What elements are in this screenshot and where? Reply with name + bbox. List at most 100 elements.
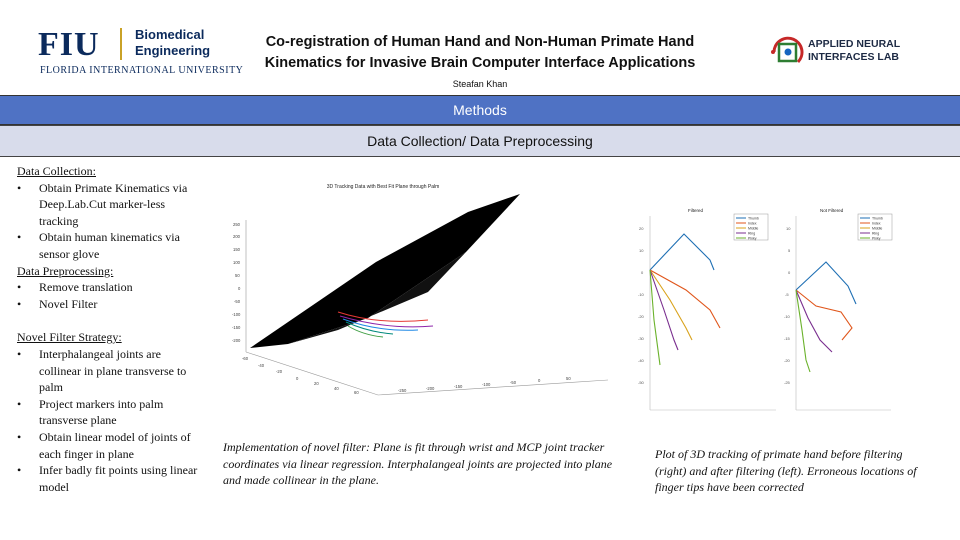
svg-text:-150: -150	[232, 325, 241, 330]
svg-text:Thumb: Thumb	[872, 217, 883, 221]
filtered-thumb	[649, 233, 715, 271]
title-line-1: Co-registration of Human Hand and Non-Hu…	[265, 34, 695, 50]
unfiltered-index	[795, 289, 853, 341]
unfiltered-pinky	[795, 289, 811, 373]
data-collection-section-bar: Data Collection/ Data Preprocessing	[0, 125, 960, 157]
filtered-y-ticks: 20 10 0 -10 -20 -30 -40 -50	[638, 226, 645, 385]
list-item: • Infer badly fit points using linear mod…	[17, 463, 198, 494]
filtered-finger-lines	[649, 233, 721, 366]
x-axis	[245, 351, 379, 396]
filtered-pinky	[649, 269, 661, 366]
svg-text:0: 0	[788, 270, 791, 275]
svg-text:Middle: Middle	[748, 227, 758, 231]
svg-text:Index: Index	[872, 222, 881, 226]
figure1-caption: Implementation of novel filter: Plane is…	[223, 440, 613, 487]
svg-text:Index: Index	[748, 222, 757, 226]
poster-title: Co-registration of Human Hand and Non-Hu…	[230, 32, 730, 74]
svg-text:-20: -20	[276, 369, 283, 374]
svg-text:250: 250	[233, 222, 241, 227]
lab-name-line1: APPLIED NEURAL	[808, 38, 901, 50]
lab-logo: APPLIED NEURAL INTERFACES LAB	[768, 32, 938, 72]
filtered-middle	[649, 269, 693, 341]
filtered-ring	[649, 269, 679, 351]
svg-text:-150: -150	[454, 384, 463, 389]
svg-text:60: 60	[354, 390, 359, 395]
svg-text:200: 200	[233, 234, 241, 239]
author-name: Steafan Khan	[452, 79, 508, 89]
svg-text:-5: -5	[785, 292, 789, 297]
trace-purple	[339, 315, 434, 328]
svg-text:Thumb: Thumb	[748, 217, 759, 221]
fiu-dept-line1: Biomedical	[135, 27, 205, 42]
trace-blue	[342, 318, 419, 331]
svg-text:-40: -40	[638, 358, 645, 363]
svg-text:0: 0	[296, 376, 299, 381]
list-item: • Project markers into palm transverse pl…	[17, 396, 164, 428]
title-line-2: Kinematics for Invasive Brain Computer I…	[264, 55, 696, 71]
filtered-legend-items: Thumb Index Middle Ring Pinky	[736, 217, 759, 241]
list-item: • Remove translation	[17, 280, 133, 295]
svg-text:-100: -100	[482, 382, 491, 387]
not-filtered-legend-items: Thumb Index Middle Ring Pinky	[860, 217, 883, 241]
not-filtered-finger-lines	[795, 261, 857, 373]
svg-text:100: 100	[233, 260, 241, 265]
fiu-letters: FIU	[38, 26, 100, 63]
svg-text:0: 0	[238, 286, 241, 291]
fiu-logo: FIU Biomedical Engineering FLORIDA INTER…	[38, 24, 243, 80]
svg-text:50: 50	[566, 376, 571, 381]
fiu-university-name: FLORIDA INTERNATIONAL UNIVERSITY	[40, 65, 244, 76]
lab-logo-icon	[771, 36, 804, 64]
methods-section-bar: Methods	[0, 95, 960, 125]
svg-text:40: 40	[334, 386, 339, 391]
svg-text:5: 5	[788, 248, 791, 253]
figure-3d-plane-plot: 3D Tracking Data with Best Fit Plane thr…	[232, 184, 609, 396]
svg-text:Middle: Middle	[872, 227, 882, 231]
figure1-title: 3D Tracking Data with Best Fit Plane thr…	[327, 184, 440, 190]
filtered-title: Filtered	[688, 208, 704, 213]
svg-text:-25: -25	[784, 380, 791, 385]
svg-text:0: 0	[538, 378, 541, 383]
svg-text:150: 150	[233, 247, 241, 252]
svg-text:20: 20	[314, 381, 319, 386]
svg-text:0: 0	[641, 270, 644, 275]
svg-text:-40: -40	[258, 363, 265, 368]
svg-text:10: 10	[786, 226, 791, 231]
svg-text:-250: -250	[398, 388, 407, 393]
svg-text:-200: -200	[426, 386, 435, 391]
filtered-index	[649, 269, 721, 329]
trace-teal	[345, 321, 394, 335]
fiu-dept-line2: Engineering	[135, 43, 211, 58]
svg-text:-10: -10	[638, 292, 645, 297]
svg-text:Pinky: Pinky	[748, 237, 757, 241]
not-filtered-y-ticks: 10 5 0 -5 -10 -15 -20 -25	[784, 226, 791, 385]
svg-text:-200: -200	[232, 338, 241, 343]
preprocessing-heading: Data Preprocessing:	[17, 263, 114, 278]
strategy-heading: Novel Filter Strategy:	[17, 330, 122, 345]
not-filtered-title: Not Filtered	[820, 208, 844, 213]
svg-text:Ring: Ring	[748, 232, 755, 236]
best-fit-plane	[250, 194, 520, 348]
lab-name-line2: INTERFACES LAB	[808, 51, 900, 63]
fiu-department: Biomedical Engineering	[135, 27, 210, 59]
filtered-panel: Filtered 20 10 0 -10 -20 -30 -40 -50 Thumb Ind…	[638, 208, 776, 411]
svg-text:-50: -50	[510, 380, 517, 385]
svg-text:-50: -50	[638, 380, 645, 385]
list-item: • Obtain linear model of joints of each f…	[17, 429, 191, 461]
svg-text:-15: -15	[784, 336, 791, 341]
list-item: • Obtain human kinematics via sensor glov…	[17, 230, 180, 261]
data-collection-heading: Data Collection:	[17, 164, 96, 178]
svg-text:-20: -20	[638, 314, 645, 319]
list-item: • Obtain Primate Kinematics via Deep.Lab.…	[17, 180, 188, 228]
svg-text:-10: -10	[784, 314, 791, 319]
methods-text: Data Collection: • Obtain Primate Kinemat…	[17, 163, 202, 495]
svg-text:-100: -100	[232, 312, 241, 317]
svg-text:Pinky: Pinky	[872, 237, 881, 241]
trace-red	[337, 311, 429, 322]
svg-text:50: 50	[235, 273, 240, 278]
trace-green	[347, 325, 384, 338]
svg-text:10: 10	[639, 248, 644, 253]
svg-text:-60: -60	[242, 356, 249, 361]
not-filtered-panel: Not Filtered 10 5 0 -5 -10 -15 -20 -25 Thumb I…	[784, 208, 893, 411]
